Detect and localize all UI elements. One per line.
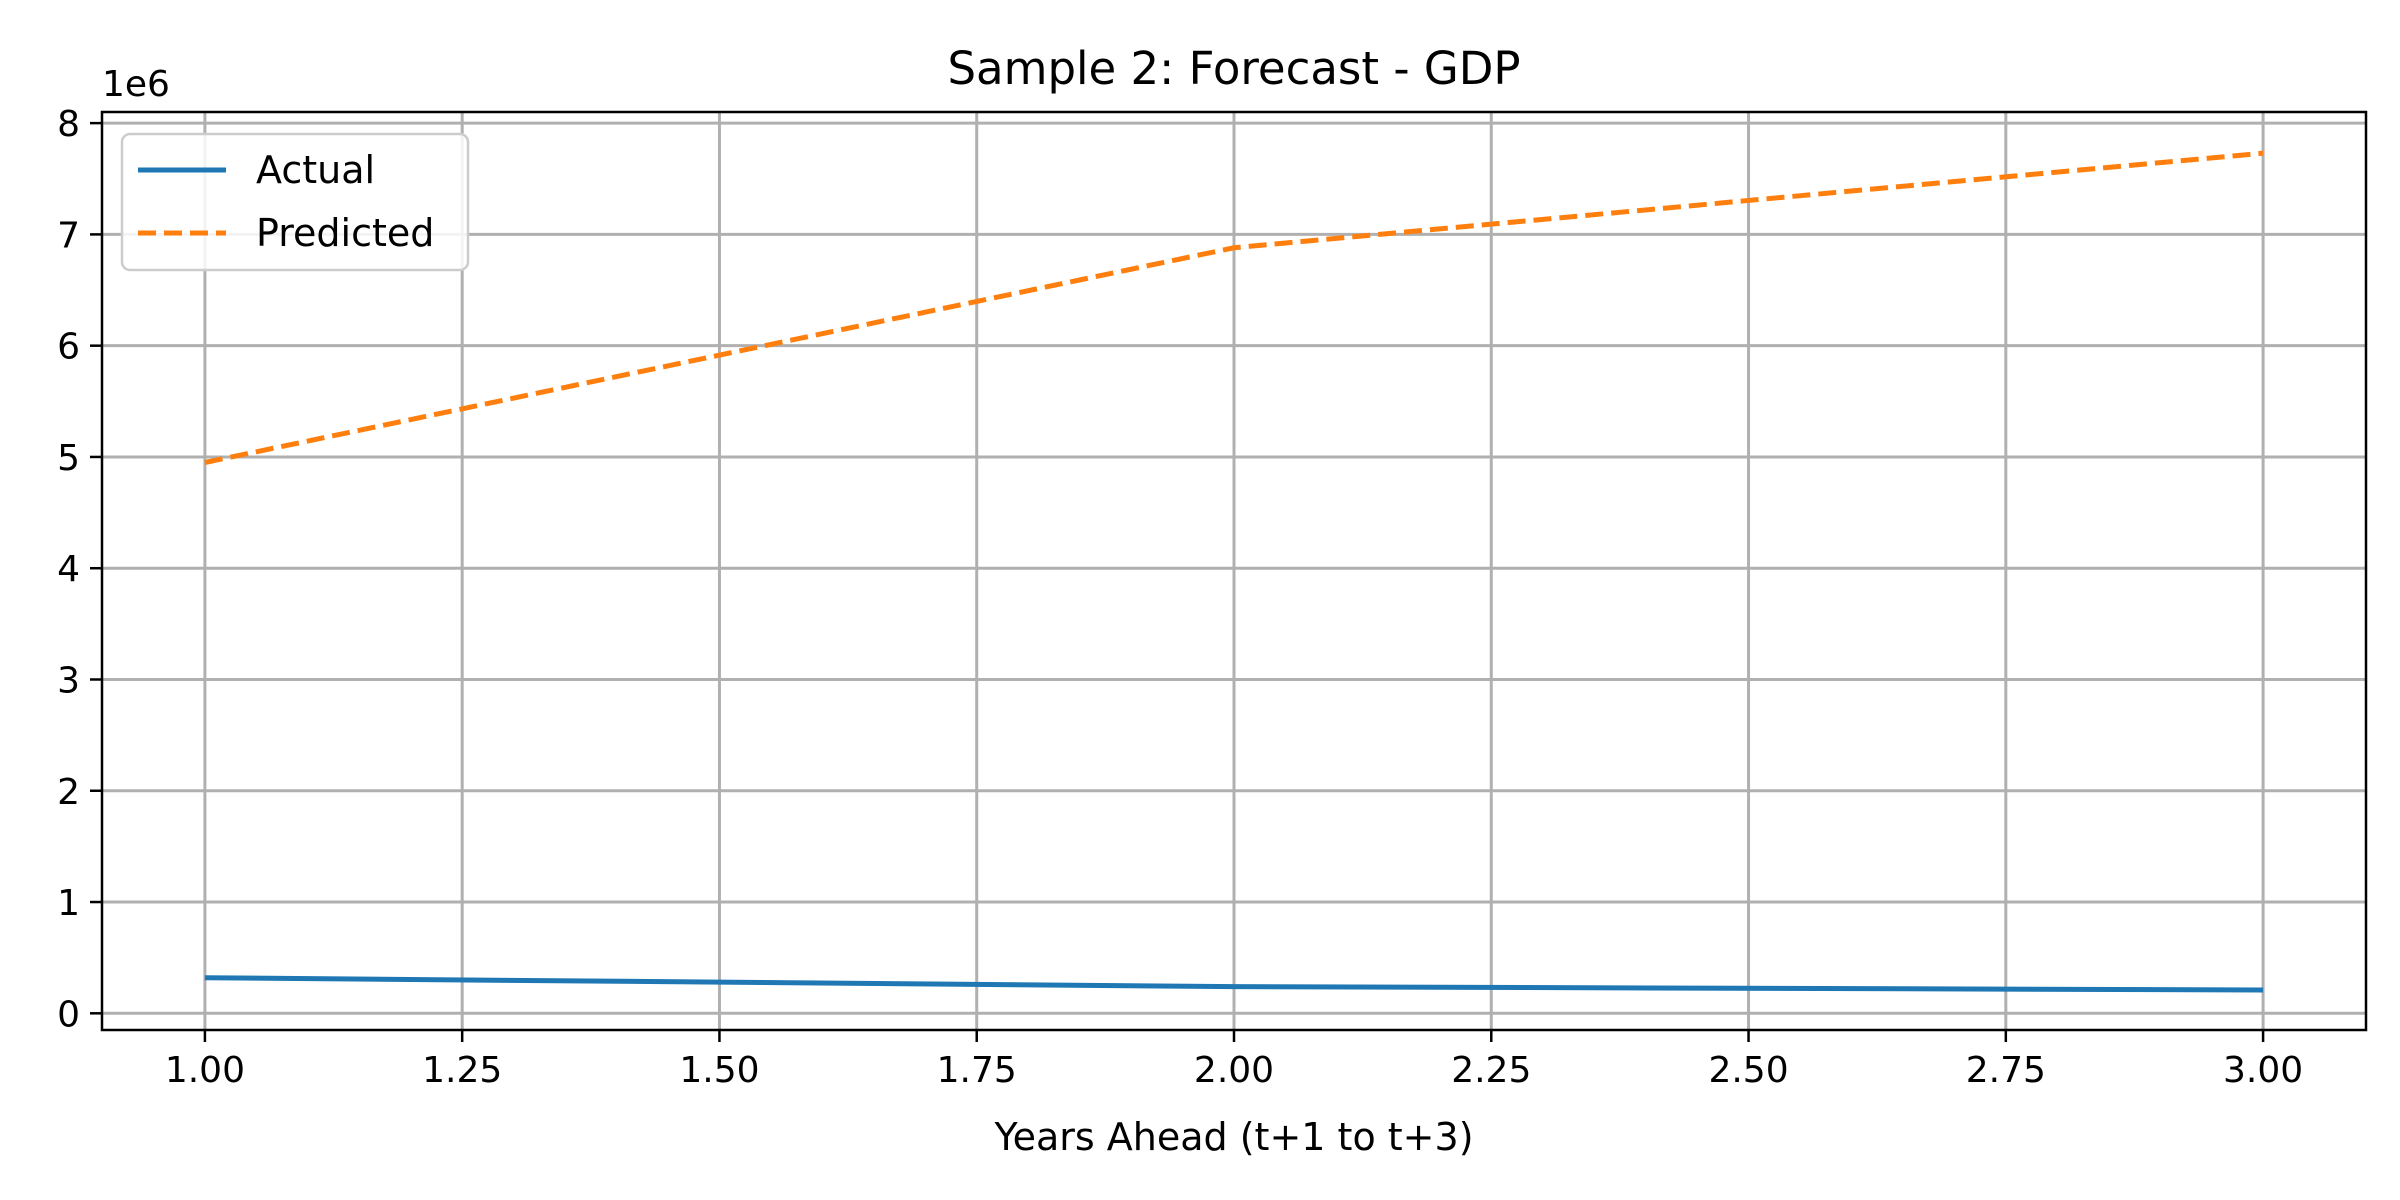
x-tick-label: 1.75: [937, 1050, 1017, 1091]
x-tick-label: 2.25: [1451, 1050, 1531, 1091]
axis-ticks: 1.00 1.25 1.50 1.75 2.00 2.25 2.50 2.75 3.00 0 1 2 3…: [57, 104, 2303, 1091]
y-tick-label: 6: [57, 327, 80, 368]
y-tick-label: 2: [57, 772, 80, 813]
x-tick-label: 2.75: [1966, 1050, 2046, 1091]
y-tick-label: 5: [57, 438, 80, 479]
series-lines: [204, 150, 2264, 993]
chart-title: Sample 2: Forecast - GDP: [947, 42, 1520, 95]
y-tick-label: 3: [57, 660, 80, 701]
x-tick-label: 2.00: [1194, 1050, 1274, 1091]
y-tick-label: 4: [57, 549, 80, 590]
x-tick-label: 3.00: [2223, 1050, 2303, 1091]
y-tick-label: 0: [57, 994, 80, 1035]
series-line-actual: [204, 975, 2264, 993]
legend: Actual Predicted: [120, 132, 470, 272]
legend-label-actual: Actual: [256, 148, 375, 192]
y-tick-label: 8: [57, 104, 80, 145]
x-tick-label: 2.50: [1708, 1050, 1788, 1091]
x-tick-label: 1.50: [679, 1050, 759, 1091]
grid-lines: [102, 112, 2366, 1030]
y-tick-label: 7: [57, 215, 80, 256]
x-tick-label: 1.00: [165, 1050, 245, 1091]
series-line-predicted: [204, 150, 2264, 465]
x-axis-label: Years Ahead (t+1 to t+3): [993, 1115, 1473, 1159]
x-tick-label: 1.25: [422, 1050, 502, 1091]
y-tick-label: 1: [57, 883, 80, 924]
legend-label-predicted: Predicted: [256, 211, 434, 255]
y-axis-multiplier: 1e6: [102, 64, 170, 105]
